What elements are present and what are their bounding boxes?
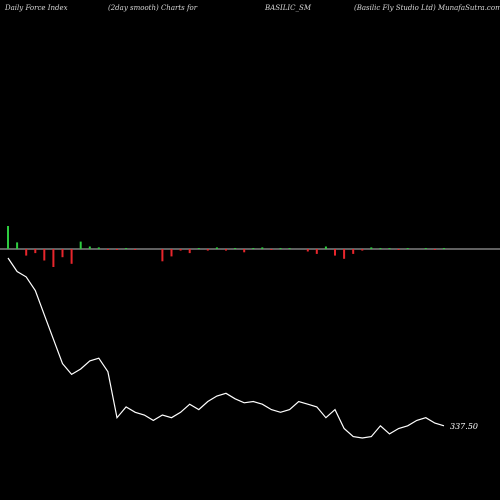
last-value-label: 337.50 <box>450 422 478 431</box>
force-index-bars <box>7 226 445 267</box>
force-index-bar <box>379 248 382 249</box>
force-index-bar <box>34 249 37 254</box>
force-index-bar <box>225 249 227 251</box>
force-index-bar <box>361 249 364 251</box>
force-index-bar <box>397 249 400 250</box>
force-index-bar <box>88 246 91 249</box>
force-index-bar <box>334 249 336 256</box>
force-index-bar <box>161 249 164 262</box>
force-index-bar <box>261 247 264 249</box>
force-index-bar <box>270 249 273 250</box>
price-line <box>7 257 445 439</box>
force-index-bar <box>197 248 200 249</box>
force-index-bar <box>343 249 346 259</box>
force-index-bar <box>443 248 445 249</box>
force-index-bar <box>188 249 191 254</box>
force-index-bar <box>370 247 373 249</box>
force-index-bar <box>179 249 182 251</box>
force-index-bar <box>252 248 255 249</box>
force-index-bar <box>106 249 109 250</box>
chart-header-symbol: BASILIC_SM <box>265 4 311 12</box>
force-index-bar <box>288 248 291 249</box>
force-index-bar <box>170 249 173 257</box>
force-index-bar <box>79 241 82 249</box>
force-index-bar <box>315 249 318 254</box>
force-index-bar <box>61 249 64 258</box>
force-index-bar <box>424 248 427 249</box>
force-index-bar <box>52 249 55 267</box>
force-index-bar <box>215 247 218 249</box>
force-index-bar <box>125 248 128 249</box>
force-index-bar <box>70 249 73 264</box>
force-index-bar <box>352 249 355 254</box>
force-index-bar <box>306 249 309 252</box>
force-index-bar <box>206 249 209 251</box>
force-index-bar <box>134 249 137 250</box>
force-index-bar <box>406 248 409 249</box>
chart-header-left: Daily Force Index <box>5 4 68 12</box>
force-index-bar <box>25 249 28 256</box>
force-index-bar <box>243 249 246 253</box>
force-index-bar <box>97 247 100 249</box>
force-index-bar <box>116 249 118 250</box>
force-index-bar <box>7 226 9 249</box>
force-index-bar <box>234 248 237 249</box>
force-index-bar <box>279 248 282 249</box>
force-index-bar <box>324 246 327 249</box>
chart-header-subtitle: (2day smooth) Charts for <box>108 4 198 12</box>
force-index-bar <box>433 249 436 250</box>
force-index-bar <box>388 248 391 249</box>
force-index-bar <box>43 249 46 261</box>
chart-header-company: (Basilic Fly Studio Ltd) MunafaSutra.com <box>354 4 500 12</box>
force-index-bar <box>16 242 19 249</box>
